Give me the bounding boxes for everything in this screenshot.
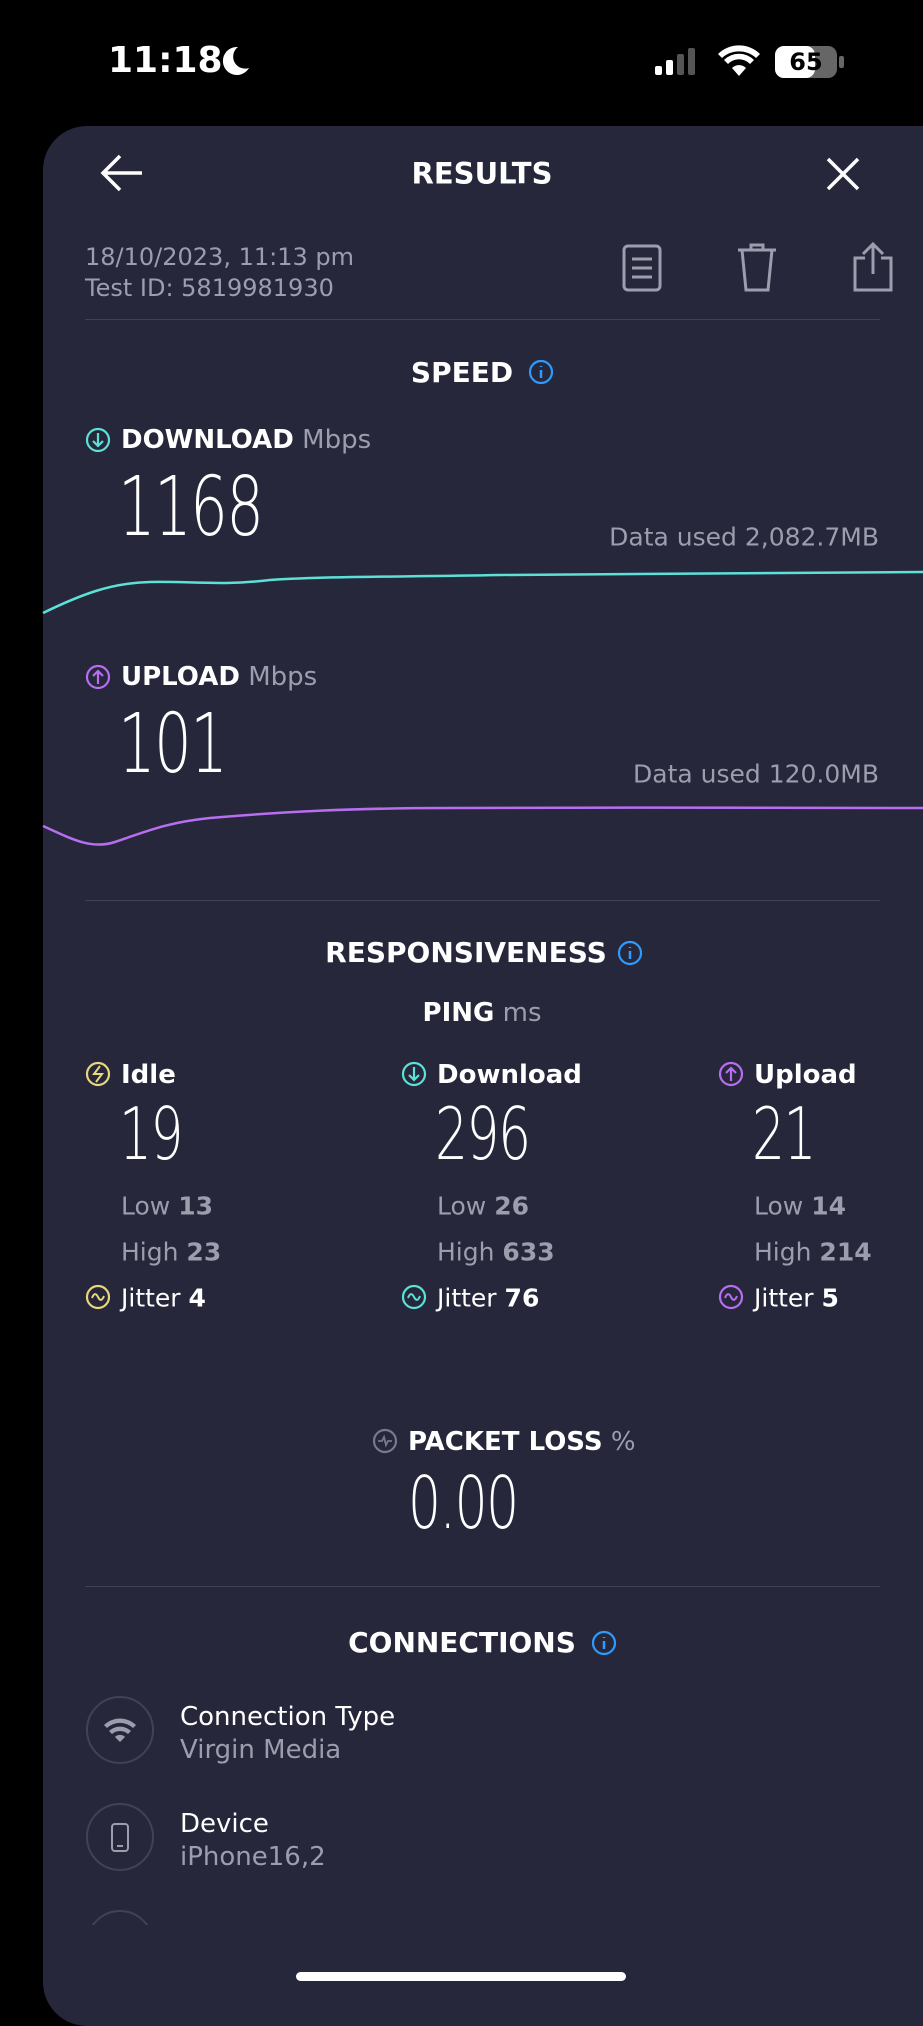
share-button[interactable] xyxy=(853,241,893,292)
delete-button[interactable] xyxy=(736,242,778,292)
test-id: Test ID: 5819981930 xyxy=(85,274,334,302)
ping-column-label: Download xyxy=(437,1060,582,1090)
low-value: 13 xyxy=(178,1191,213,1221)
upload-graph xyxy=(42,806,923,846)
ping-jitter: Jitter 76 xyxy=(437,1286,539,1311)
battery-icon xyxy=(775,46,844,78)
packet-loss-label: PACKET LOSS xyxy=(408,1427,603,1457)
device-title: Device xyxy=(180,1809,269,1839)
high-label: High xyxy=(437,1237,495,1267)
ping-value: 19 xyxy=(119,1092,184,1176)
download-icon xyxy=(85,427,111,453)
jitter-label: Jitter xyxy=(437,1283,497,1313)
info-button[interactable] xyxy=(591,1630,617,1656)
packet-loss-icon xyxy=(372,1428,398,1454)
ping-low: Low 14 xyxy=(754,1194,846,1219)
ping-low: Low 26 xyxy=(437,1194,529,1219)
upload-data-used: Data used 120.0MB xyxy=(633,759,879,789)
connections-list: Connection Type Virgin Media Device iPho… xyxy=(0,1660,923,1925)
ping-column-label: Idle xyxy=(121,1060,176,1090)
upload-icon xyxy=(85,664,111,690)
high-value: 23 xyxy=(186,1237,222,1267)
jitter-icon xyxy=(718,1284,744,1310)
high-value: 633 xyxy=(502,1237,555,1267)
ping-value: 21 xyxy=(752,1092,817,1176)
close-button[interactable] xyxy=(826,157,860,191)
download-data-used: Data used 2,082.7MB xyxy=(609,522,879,552)
download-unit: Mbps xyxy=(302,425,372,455)
connection-type-icon xyxy=(86,1696,154,1764)
packet-loss-unit: % xyxy=(610,1427,636,1457)
jitter-value: 76 xyxy=(504,1283,540,1313)
download-label: DOWNLOAD xyxy=(121,425,294,455)
high-label: High xyxy=(754,1237,812,1267)
connection-subtitle: Virgin Media xyxy=(180,1735,342,1765)
jitter-label: Jitter xyxy=(754,1283,814,1313)
jitter-icon xyxy=(401,1284,427,1310)
low-label: Low xyxy=(121,1191,171,1221)
connections-title: CONNECTIONS xyxy=(348,1626,576,1659)
low-value: 14 xyxy=(811,1191,846,1221)
device-icon xyxy=(86,1803,154,1871)
jitter-icon xyxy=(85,1284,111,1310)
speed-title: SPEED xyxy=(410,356,514,389)
low-value: 26 xyxy=(494,1191,529,1221)
signal-icon xyxy=(655,48,695,75)
device-subtitle: iPhone16,2 xyxy=(180,1842,326,1872)
ping-low: Low 13 xyxy=(121,1194,213,1219)
ping-high: High 633 xyxy=(437,1240,555,1265)
header-title: RESULTS xyxy=(411,156,553,191)
low-label: Low xyxy=(437,1191,487,1221)
connection-title: Connection Type xyxy=(180,1702,396,1732)
info-button[interactable] xyxy=(617,940,643,966)
ping-jitter: Jitter 4 xyxy=(121,1286,206,1311)
responsiveness-title: RESPONSIVENESS xyxy=(325,936,607,969)
jitter-value: 5 xyxy=(821,1283,839,1313)
download-graph xyxy=(42,570,923,615)
download-value: 1168 xyxy=(118,460,264,555)
high-label: High xyxy=(121,1237,179,1267)
packet-loss-value: 0.00 xyxy=(408,1461,519,1545)
back-button[interactable] xyxy=(100,153,144,193)
divider xyxy=(85,1586,880,1587)
ping-icon xyxy=(85,1061,111,1087)
test-date: 18/10/2023, 11:13 pm xyxy=(85,243,354,271)
wifi-icon xyxy=(718,45,760,76)
ping-high: High 23 xyxy=(121,1240,221,1265)
battery-level: 65 xyxy=(789,48,823,76)
details-button[interactable] xyxy=(622,244,662,292)
home-indicator xyxy=(296,1972,626,1981)
upload-label: UPLOAD xyxy=(121,662,240,692)
jitter-label: Jitter xyxy=(121,1283,181,1313)
divider xyxy=(85,900,880,901)
server-icon xyxy=(91,1910,149,1925)
ping-high: High 214 xyxy=(754,1240,872,1265)
high-value: 214 xyxy=(819,1237,872,1267)
jitter-value: 4 xyxy=(188,1283,206,1313)
info-button[interactable] xyxy=(528,359,554,385)
ping-label: PING xyxy=(422,998,495,1028)
upload-unit: Mbps xyxy=(248,662,318,692)
results-panel xyxy=(43,126,923,2026)
ping-value: 296 xyxy=(435,1092,531,1176)
ping-icon xyxy=(401,1061,427,1087)
low-label: Low xyxy=(754,1191,804,1221)
ping-jitter: Jitter 5 xyxy=(754,1286,839,1311)
status-time: 11:18 xyxy=(108,40,223,81)
upload-value: 101 xyxy=(118,697,228,792)
ping-unit: ms xyxy=(502,998,542,1028)
ping-column-label: Upload xyxy=(754,1060,857,1090)
divider xyxy=(85,319,880,320)
moon-icon xyxy=(222,46,249,75)
ping-icon xyxy=(718,1061,744,1087)
